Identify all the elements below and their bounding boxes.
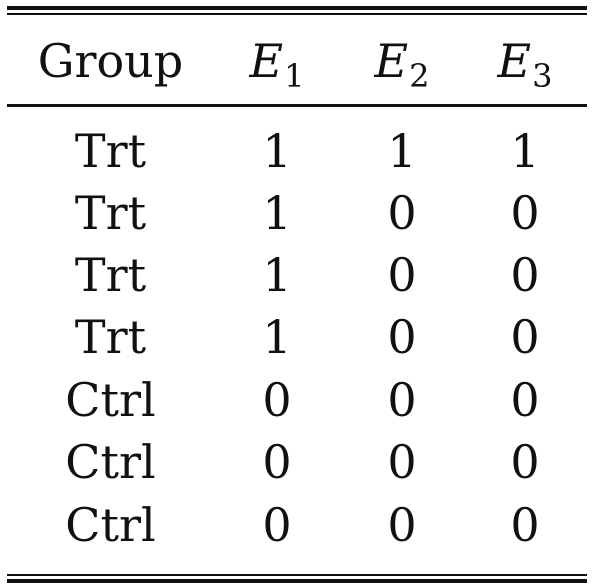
top-rule-thin [7,13,587,15]
cell-e3: 0 [510,310,540,364]
header-e1: E1 [229,30,325,95]
header-group: Group [37,34,184,88]
cell-e3: 0 [510,248,540,302]
cell-group: Trt [74,124,147,178]
cell-group: Ctrl [65,373,156,427]
cell-e1: 1 [262,310,292,364]
cell-group: Trt [74,186,147,240]
cell-e3: 1 [510,124,540,178]
header-rule [7,104,587,107]
cell-e3: 0 [510,186,540,240]
cell-e1: 0 [262,498,292,552]
table-row: Trt 1 0 0 [7,306,587,368]
table-row: Trt 1 0 0 [7,182,587,244]
header-e2-sub: 2 [409,57,430,95]
cell-group: Ctrl [65,435,156,489]
table-row: Trt 1 1 1 [7,120,587,182]
cell-e1: 0 [262,435,292,489]
cell-e2: 0 [387,498,417,552]
header-e1-sub: 1 [284,57,305,95]
header-e2: E2 [354,30,450,95]
cell-e2: 0 [387,435,417,489]
header-row: Group E1 E2 E3 [7,30,587,95]
cell-e1: 1 [262,124,292,178]
cell-e3: 0 [510,435,540,489]
table-row: Ctrl 0 0 0 [7,431,587,493]
cell-e1: 1 [262,248,292,302]
header-e2-var: E [374,34,409,88]
cell-group: Trt [74,310,147,364]
table-row: Ctrl 0 0 0 [7,369,587,431]
cell-group: Ctrl [65,498,156,552]
data-table: Group E1 E2 E3 Trt 1 1 1 Trt 1 0 0 Trt 1… [7,6,587,583]
cell-group: Trt [74,248,147,302]
cell-e2: 0 [387,310,417,364]
cell-e2: 0 [387,248,417,302]
top-rule-thick [7,6,587,10]
bottom-rule-thick [7,579,587,583]
header-e3: E3 [477,30,573,95]
cell-e1: 1 [262,186,292,240]
header-e3-sub: 3 [532,57,553,95]
table-row: Ctrl 0 0 0 [7,494,587,556]
header-e1-var: E [249,34,284,88]
cell-e3: 0 [510,498,540,552]
cell-e2: 0 [387,186,417,240]
header-e3-var: E [497,34,532,88]
cell-e3: 0 [510,373,540,427]
cell-e1: 0 [262,373,292,427]
cell-e2: 1 [387,124,417,178]
table-row: Trt 1 0 0 [7,244,587,306]
bottom-rule-thin [7,574,587,576]
cell-e2: 0 [387,373,417,427]
